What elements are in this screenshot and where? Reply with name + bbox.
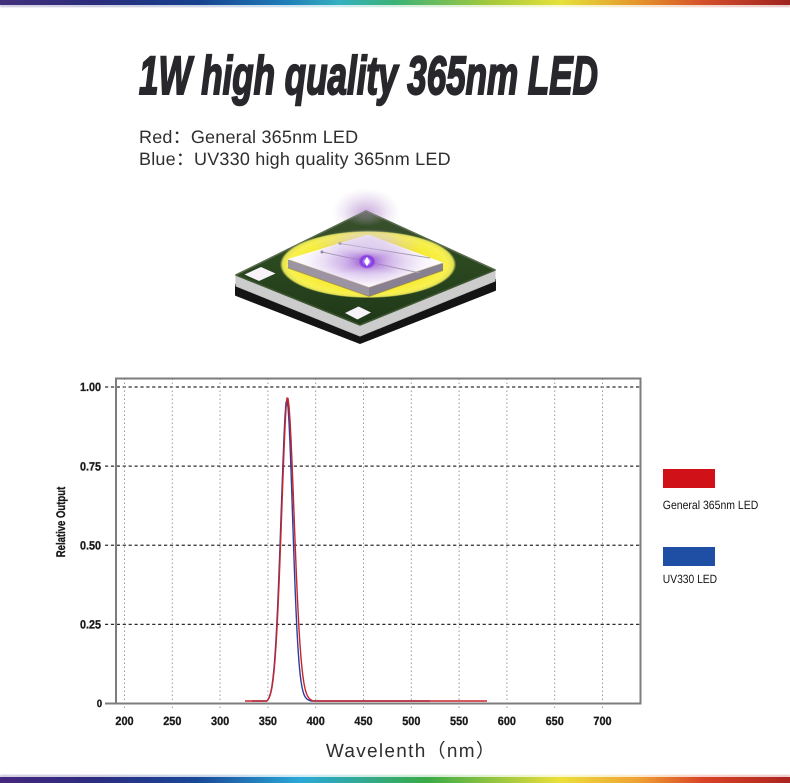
svg-text:500: 500	[402, 714, 420, 728]
svg-text:UV330 LED: UV330 LED	[663, 572, 718, 586]
svg-text:General 365nm LED: General 365nm LED	[663, 498, 759, 512]
svg-text:350: 350	[259, 714, 277, 728]
svg-text:0.50: 0.50	[80, 539, 101, 553]
svg-text:400: 400	[307, 714, 325, 728]
svg-text:250: 250	[163, 714, 181, 728]
svg-text:1.00: 1.00	[80, 380, 101, 394]
svg-text:0.25: 0.25	[80, 618, 101, 632]
svg-text:0.75: 0.75	[80, 459, 101, 473]
svg-text:300: 300	[211, 714, 229, 728]
svg-text:650: 650	[546, 714, 564, 728]
svg-text:550: 550	[450, 714, 468, 728]
svg-text:700: 700	[593, 714, 611, 728]
svg-text:200: 200	[115, 714, 133, 728]
svg-text:0: 0	[97, 698, 103, 710]
svg-text:Relative Output: Relative Output	[54, 486, 68, 557]
svg-text:450: 450	[354, 714, 372, 728]
svg-text:600: 600	[498, 714, 516, 728]
